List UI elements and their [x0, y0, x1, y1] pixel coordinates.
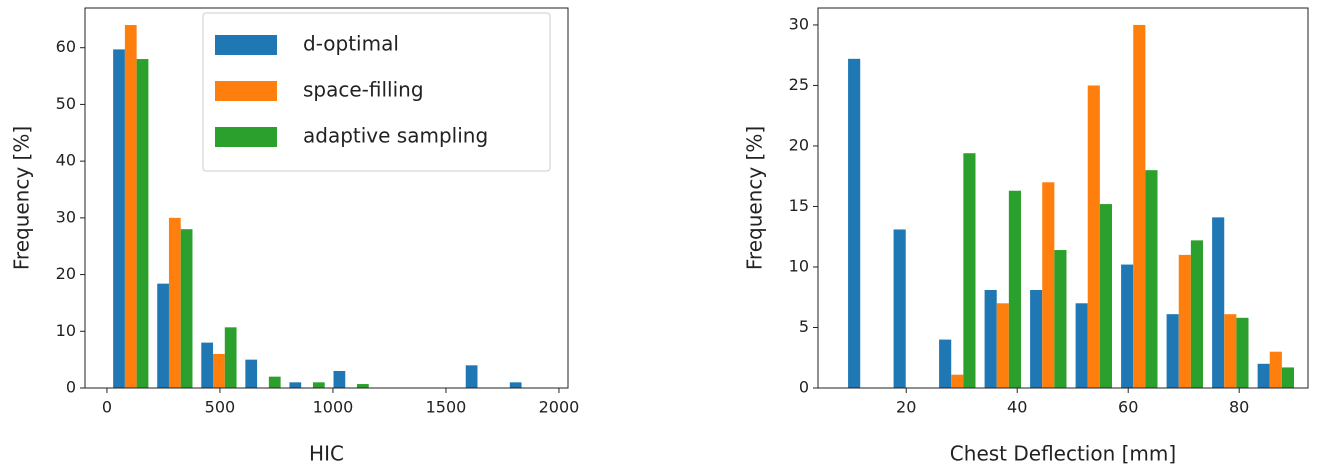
- bar: [213, 353, 225, 388]
- bar: [1087, 85, 1100, 388]
- bar: [963, 153, 976, 388]
- bar: [268, 376, 281, 388]
- bar: [1224, 314, 1237, 388]
- bar: [201, 342, 214, 388]
- x-tick-label: 1000: [313, 398, 354, 417]
- bar: [333, 370, 346, 388]
- bar: [1236, 317, 1249, 388]
- legend-swatch: [215, 81, 277, 101]
- x-tick-label: 2000: [539, 398, 580, 417]
- legend-swatch: [215, 35, 277, 55]
- bar: [984, 289, 997, 388]
- legend-swatch: [215, 127, 277, 147]
- bar: [1178, 254, 1191, 388]
- bar: [1133, 24, 1146, 388]
- plot-frame: [817, 7, 1309, 389]
- bar: [509, 382, 522, 388]
- y-tick-label: 30: [789, 14, 809, 33]
- bar: [1212, 217, 1225, 388]
- bar: [1166, 314, 1179, 388]
- bar: [157, 283, 169, 388]
- x-tick-label: 40: [1007, 398, 1027, 417]
- bar: [1269, 351, 1282, 388]
- legend: d-optimal space-filling adaptive sampling: [202, 12, 551, 172]
- bar: [180, 229, 193, 388]
- legend-label: adaptive sampling: [303, 124, 488, 148]
- bar: [1190, 240, 1204, 388]
- x-axis-label: Chest Deflection [mm]: [950, 442, 1176, 466]
- bar: [1008, 190, 1021, 388]
- bar: [289, 382, 302, 388]
- x-tick-label: 20: [896, 398, 916, 417]
- legend-label: d-optimal: [303, 32, 399, 56]
- bar: [1281, 367, 1295, 388]
- bar: [1257, 363, 1270, 388]
- x-tick-label: 1500: [426, 398, 467, 417]
- y-tick-label: 20: [56, 264, 76, 283]
- bar: [465, 365, 478, 388]
- y-axis-label: Frequency [%]: [10, 126, 34, 270]
- y-tick-label: 60: [56, 37, 76, 56]
- x-tick-label: 500: [205, 398, 236, 417]
- y-tick-label: 25: [789, 75, 809, 94]
- bar: [113, 49, 125, 388]
- legend-frame: [202, 12, 551, 172]
- y-tick-label: 0: [799, 378, 809, 397]
- y-tick-label: 30: [56, 207, 76, 226]
- bar: [312, 382, 325, 388]
- y-tick-label: 20: [789, 135, 809, 154]
- x-tick-label: 60: [1118, 398, 1138, 417]
- bar: [1145, 170, 1158, 388]
- bar: [124, 25, 137, 389]
- bar: [136, 59, 149, 389]
- bar: [996, 303, 1009, 388]
- y-tick-label: 10: [56, 321, 76, 340]
- bar: [1099, 204, 1112, 388]
- bar: [848, 58, 861, 388]
- bar: [893, 229, 906, 388]
- bar: [951, 374, 964, 388]
- y-tick-label: 0: [66, 378, 76, 397]
- bar: [1054, 250, 1067, 388]
- bar: [939, 339, 952, 388]
- y-tick-label: 10: [789, 256, 809, 275]
- y-tick-label: 5: [799, 317, 809, 336]
- y-tick-label: 15: [789, 196, 809, 215]
- bar: [245, 359, 258, 388]
- y-tick-label: 40: [56, 151, 76, 170]
- bar: [1030, 289, 1043, 388]
- y-tick-label: 50: [56, 94, 76, 113]
- bar: [1042, 182, 1055, 388]
- plot-frame: [84, 7, 569, 389]
- bar: [168, 217, 181, 388]
- bar: [1075, 303, 1088, 388]
- bar: [1121, 264, 1134, 388]
- x-tick-label: 0: [102, 398, 112, 417]
- y-axis-label: Frequency [%]: [743, 126, 767, 270]
- bar: [224, 327, 237, 388]
- bar: [357, 384, 369, 388]
- legend-label: space-filling: [303, 78, 424, 102]
- x-axis-label: HIC: [309, 442, 344, 466]
- x-tick-label: 80: [1229, 398, 1249, 417]
